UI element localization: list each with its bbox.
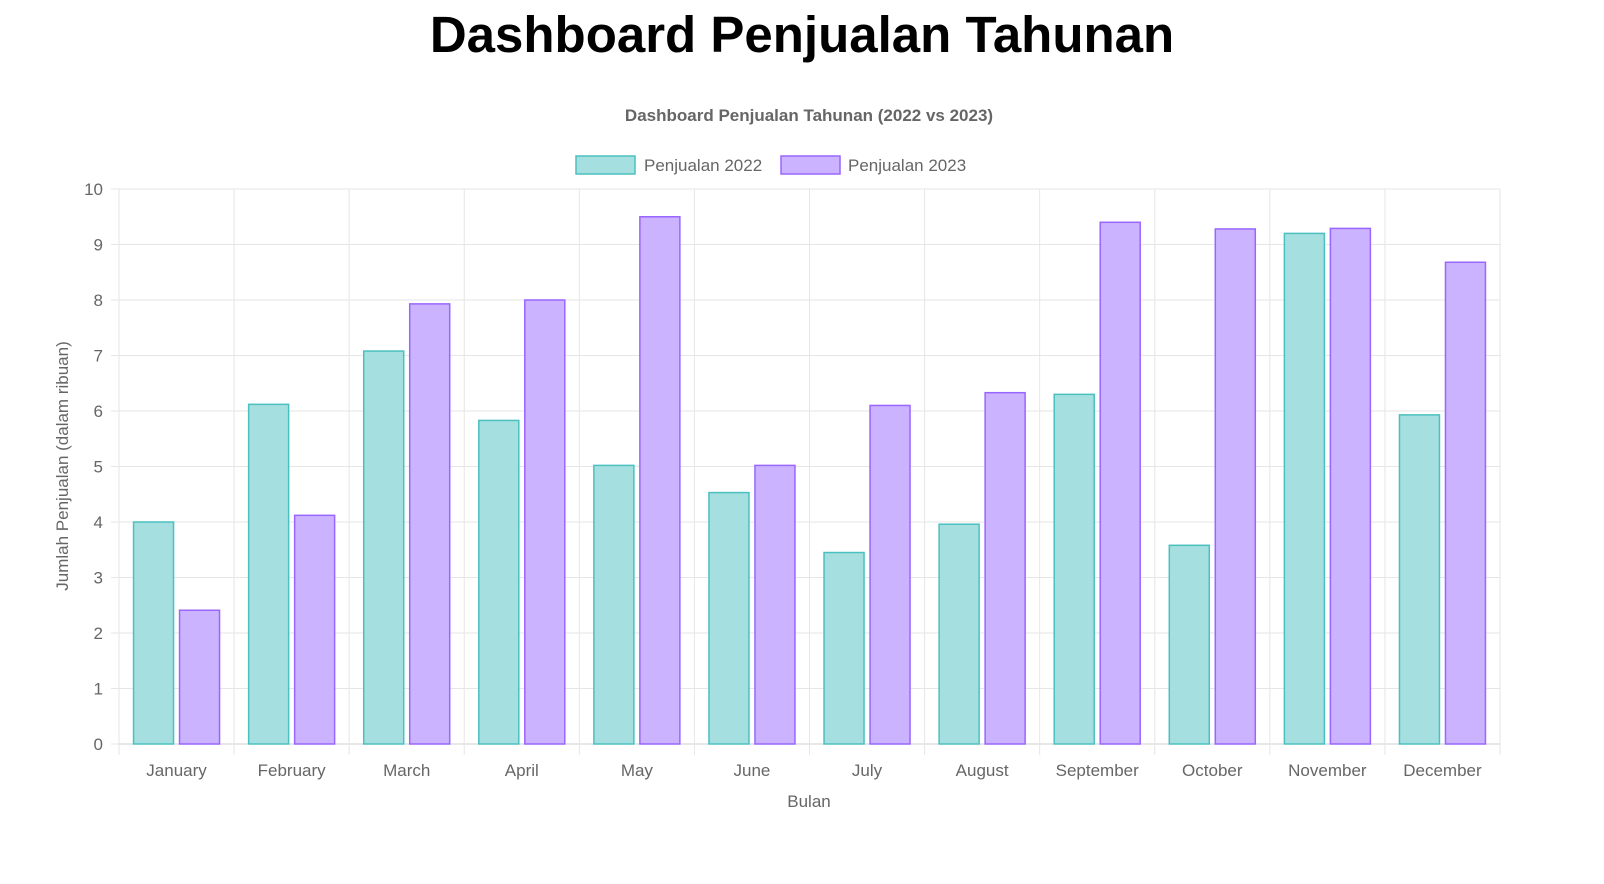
y-tick-label: 6	[94, 402, 103, 421]
bar-penjualan-2023-january[interactable]	[178, 609, 221, 745]
x-tick-label: July	[852, 761, 883, 780]
bar-penjualan-2022-september[interactable]	[1053, 393, 1095, 745]
legend-swatch-2022[interactable]	[575, 155, 636, 175]
bar-penjualan-2022-october[interactable]	[1168, 544, 1211, 745]
x-axis-ticks: January February March April May June July Augu…	[146, 761, 1482, 780]
y-tick-label: 0	[94, 735, 103, 754]
bar-penjualan-2022-april[interactable]	[478, 419, 520, 745]
y-tick-label: 5	[94, 458, 103, 477]
y-tick-label: 9	[94, 236, 103, 255]
y-tick-label: 8	[94, 291, 103, 310]
bar-penjualan-2023-april[interactable]	[524, 299, 566, 745]
y-tick-label: 3	[94, 569, 103, 588]
bar-penjualan-2023-december[interactable]	[1444, 261, 1487, 745]
x-tick-label: August	[956, 761, 1009, 780]
y-tick-label: 1	[94, 680, 103, 699]
bar-penjualan-2022-november[interactable]	[1283, 232, 1326, 745]
x-tick-label: April	[505, 761, 539, 780]
y-axis-ticks: 0 1 2 3 4 5 6 7 8 9 10	[84, 180, 103, 754]
x-tick-label: October	[1182, 761, 1243, 780]
x-tick-label: December	[1403, 761, 1482, 780]
legend-label-2022[interactable]: Penjualan 2022	[644, 156, 762, 175]
bar-penjualan-2022-may[interactable]	[593, 464, 635, 745]
chart-title: Dashboard Penjualan Tahunan (2022 vs 202…	[625, 106, 993, 125]
bar-penjualan-2022-june[interactable]	[708, 491, 750, 745]
bar-penjualan-2022-july[interactable]	[823, 551, 865, 745]
x-tick-label: March	[383, 761, 430, 780]
x-tick-label: May	[621, 761, 654, 780]
grid-lines	[111, 188, 1501, 755]
y-axis-title: Jumlah Penjualan (dalam ribuan)	[53, 341, 72, 590]
x-tick-label: February	[258, 761, 327, 780]
bar-penjualan-2023-september[interactable]	[1099, 221, 1141, 745]
y-tick-label: 4	[94, 513, 103, 532]
bar-penjualan-2022-february[interactable]	[247, 403, 290, 745]
bar-penjualan-2022-march[interactable]	[362, 350, 405, 745]
y-tick-label: 7	[94, 347, 103, 366]
bar-penjualan-2023-march[interactable]	[408, 303, 451, 745]
bar-penjualan-2023-august[interactable]	[984, 391, 1026, 745]
chart-legend: Penjualan 2022 Penjualan 2023	[575, 155, 966, 175]
y-tick-label: 2	[94, 624, 103, 643]
x-tick-label: June	[734, 761, 771, 780]
bar-penjualan-2023-july[interactable]	[869, 404, 911, 745]
y-tick-label: 10	[84, 180, 103, 199]
page-title: Dashboard Penjualan Tahunan	[429, 6, 1175, 63]
bar-penjualan-2023-june[interactable]	[754, 464, 796, 745]
bar-penjualan-2022-december[interactable]	[1398, 414, 1441, 745]
bar-penjualan-2023-may[interactable]	[639, 216, 681, 745]
bars	[132, 216, 1487, 745]
x-tick-label: November	[1288, 761, 1367, 780]
legend-label-2023[interactable]: Penjualan 2023	[848, 156, 966, 175]
x-axis-title: Bulan	[787, 792, 830, 811]
x-tick-label: January	[146, 761, 207, 780]
bar-penjualan-2023-october[interactable]	[1214, 228, 1257, 745]
legend-swatch-2023[interactable]	[780, 155, 841, 175]
bar-penjualan-2023-february[interactable]	[293, 514, 336, 745]
x-tick-label: September	[1056, 761, 1139, 780]
bar-penjualan-2022-august[interactable]	[938, 523, 980, 745]
bar-penjualan-2022-january[interactable]	[132, 521, 175, 745]
bar-penjualan-2023-november[interactable]	[1329, 227, 1372, 745]
